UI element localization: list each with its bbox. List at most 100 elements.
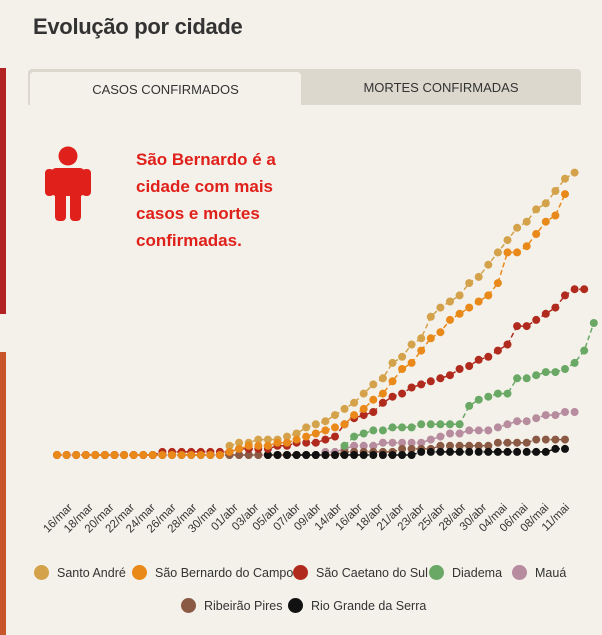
- legend-swatch: [181, 598, 196, 613]
- data-point: [465, 303, 474, 312]
- data-point: [407, 358, 416, 367]
- data-point: [522, 217, 531, 226]
- data-point: [436, 328, 445, 337]
- data-point: [369, 380, 378, 389]
- data-point: [551, 303, 560, 312]
- data-point: [446, 297, 454, 306]
- data-point: [513, 447, 522, 456]
- data-point: [350, 432, 359, 441]
- data-point: [455, 429, 464, 438]
- data-point: [522, 322, 531, 331]
- legend-item: Ribeirão Pires: [181, 598, 283, 613]
- data-point: [484, 291, 493, 300]
- data-point: [91, 451, 100, 459]
- data-point: [331, 432, 339, 441]
- data-point: [426, 447, 435, 456]
- data-point: [417, 346, 426, 355]
- data-point: [359, 451, 368, 459]
- data-point: [541, 435, 550, 444]
- data-point: [206, 451, 215, 459]
- data-point: [398, 352, 407, 361]
- legend-label: São Caetano do Sul: [316, 565, 428, 580]
- data-point: [417, 447, 426, 456]
- data-point: [302, 451, 311, 459]
- data-point: [359, 411, 368, 420]
- data-point: [426, 420, 435, 429]
- data-point: [359, 441, 368, 450]
- data-point: [398, 451, 407, 459]
- data-point: [283, 451, 291, 459]
- tab-confirmed-cases[interactable]: CASOS CONFIRMADOS: [30, 72, 301, 105]
- data-point: [474, 355, 483, 364]
- data-point: [503, 236, 512, 245]
- data-point: [570, 408, 579, 416]
- legend-item: Rio Grande da Serra: [288, 598, 426, 613]
- data-point: [378, 374, 387, 383]
- data-point: [340, 451, 349, 459]
- data-point: [110, 451, 119, 459]
- legend-item: São Bernardo do Campo: [132, 565, 293, 580]
- series-1: [53, 190, 569, 459]
- data-point: [551, 435, 560, 444]
- data-point: [388, 451, 397, 459]
- data-point: [551, 368, 560, 377]
- data-point: [493, 423, 502, 432]
- legend-label: Mauá: [535, 565, 567, 580]
- data-point: [129, 451, 138, 459]
- data-point: [340, 441, 349, 450]
- data-point: [350, 411, 359, 420]
- data-point: [503, 389, 512, 398]
- data-point: [331, 411, 339, 420]
- data-point: [522, 242, 531, 251]
- data-point: [53, 451, 61, 459]
- data-point: [551, 211, 560, 220]
- data-point: [302, 438, 311, 447]
- data-point: [455, 420, 464, 429]
- legend-label: Santo André: [57, 565, 126, 580]
- legend-swatch: [288, 598, 303, 613]
- data-point: [369, 451, 378, 459]
- data-point: [580, 346, 589, 355]
- data-point: [589, 319, 598, 327]
- data-point: [446, 447, 454, 456]
- data-point: [465, 441, 474, 450]
- legend-label: São Bernardo do Campo: [155, 565, 294, 580]
- legend-swatch: [132, 565, 147, 580]
- series-line: [57, 193, 566, 456]
- data-point: [580, 285, 589, 294]
- data-point: [407, 383, 416, 392]
- data-point: [561, 408, 569, 416]
- data-point: [513, 223, 522, 232]
- tab-confirmed-deaths[interactable]: MORTES CONFIRMADAS: [363, 80, 519, 95]
- data-point: [474, 272, 483, 281]
- data-point: [417, 420, 426, 429]
- data-point: [340, 404, 349, 413]
- data-point: [62, 451, 71, 459]
- data-point: [522, 438, 531, 447]
- data-point: [493, 438, 502, 447]
- legend-label: Diadema: [452, 565, 503, 580]
- data-point: [369, 408, 378, 416]
- data-point: [436, 447, 445, 456]
- data-point: [532, 371, 541, 380]
- legend-swatch: [34, 565, 49, 580]
- data-point: [493, 447, 502, 456]
- data-point: [398, 423, 407, 432]
- data-point: [446, 420, 454, 429]
- data-point: [570, 358, 579, 367]
- data-point: [426, 334, 435, 343]
- data-point: [551, 444, 560, 453]
- data-point: [321, 426, 330, 435]
- data-point: [302, 432, 311, 441]
- data-point: [446, 441, 454, 450]
- data-point: [263, 441, 272, 450]
- data-point: [388, 438, 397, 447]
- data-point: [398, 438, 407, 447]
- data-point: [235, 438, 244, 447]
- legend-label: Rio Grande da Serra: [311, 598, 427, 613]
- data-point: [311, 438, 320, 447]
- data-point: [513, 438, 522, 447]
- data-point: [570, 285, 579, 294]
- data-point: [532, 315, 541, 324]
- data-point: [561, 174, 569, 183]
